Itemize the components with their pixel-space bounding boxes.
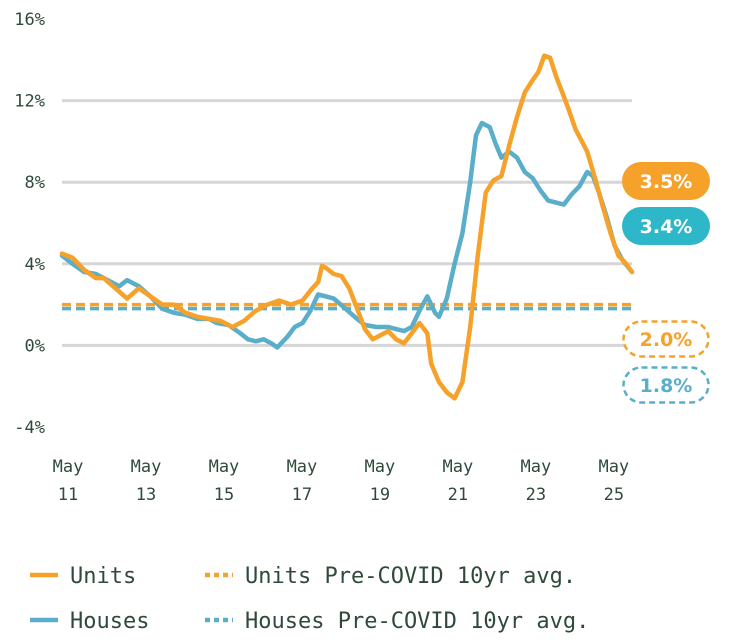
badge-outline — [622, 366, 710, 404]
x-tick-label: May — [53, 457, 84, 477]
y-tick-label: 4% — [25, 255, 45, 275]
legend-item: Houses Pre-COVID 10yr avg. — [205, 609, 589, 634]
y-tick-label: 0% — [25, 336, 45, 356]
x-axis-ticks: May 11 May 13 May 15 May 17 May 19 May 21 May 23 May 25 — [53, 457, 630, 505]
x-tick-label: 25 — [604, 485, 624, 505]
badge-label: 2.0% — [640, 329, 693, 351]
x-tick-label: May — [443, 457, 474, 477]
badge-background — [622, 207, 710, 245]
x-tick-label: May — [520, 457, 551, 477]
x-tick-label: 19 — [370, 485, 390, 505]
x-tick-label: 23 — [526, 485, 546, 505]
legend-item: Units Pre-COVID 10yr avg. — [205, 564, 576, 589]
badge-background — [622, 162, 710, 200]
legend-label: Houses Pre-COVID 10yr avg. — [245, 609, 589, 634]
badge-label: 3.4% — [640, 216, 693, 238]
legend-item: Units — [30, 564, 136, 589]
legend-item: Houses — [30, 609, 149, 634]
legend: Units Units Pre-COVID 10yr avg. Houses Hous… — [30, 564, 589, 634]
y-axis-ticks: 16% 12% 8% 4% 0% -4% — [14, 10, 45, 438]
legend-label: Units Pre-COVID 10yr avg. — [245, 564, 576, 589]
x-tick-label: May — [365, 457, 396, 477]
x-tick-label: 15 — [214, 485, 234, 505]
legend-label: Units — [70, 564, 136, 589]
end-value-badge: 3.5% — [622, 162, 710, 200]
x-tick-label: May — [209, 457, 240, 477]
series-line — [59, 53, 635, 401]
x-tick-label: May — [598, 457, 629, 477]
y-tick-label: 16% — [14, 10, 45, 30]
y-tick-label: 12% — [14, 92, 45, 112]
legend-label: Houses — [70, 609, 149, 634]
y-tick-label: 8% — [25, 173, 45, 193]
series-line — [59, 120, 635, 350]
end-value-badge: 2.0% — [622, 320, 710, 358]
x-tick-label: 11 — [58, 485, 78, 505]
badge-label: 3.5% — [640, 171, 693, 193]
end-value-badge: 1.8% — [622, 366, 710, 404]
series-lines — [59, 53, 635, 401]
end-value-badges: 3.5% 3.4% 2.0% 1.8% — [622, 162, 710, 404]
x-tick-label: 21 — [448, 485, 468, 505]
badge-label: 1.8% — [640, 375, 693, 397]
end-value-badge: 3.4% — [622, 207, 710, 245]
x-tick-label: May — [131, 457, 162, 477]
x-tick-label: May — [287, 457, 318, 477]
badge-outline — [622, 320, 710, 358]
y-tick-label: -4% — [14, 418, 45, 438]
x-tick-label: 13 — [136, 485, 156, 505]
x-tick-label: 17 — [292, 485, 312, 505]
